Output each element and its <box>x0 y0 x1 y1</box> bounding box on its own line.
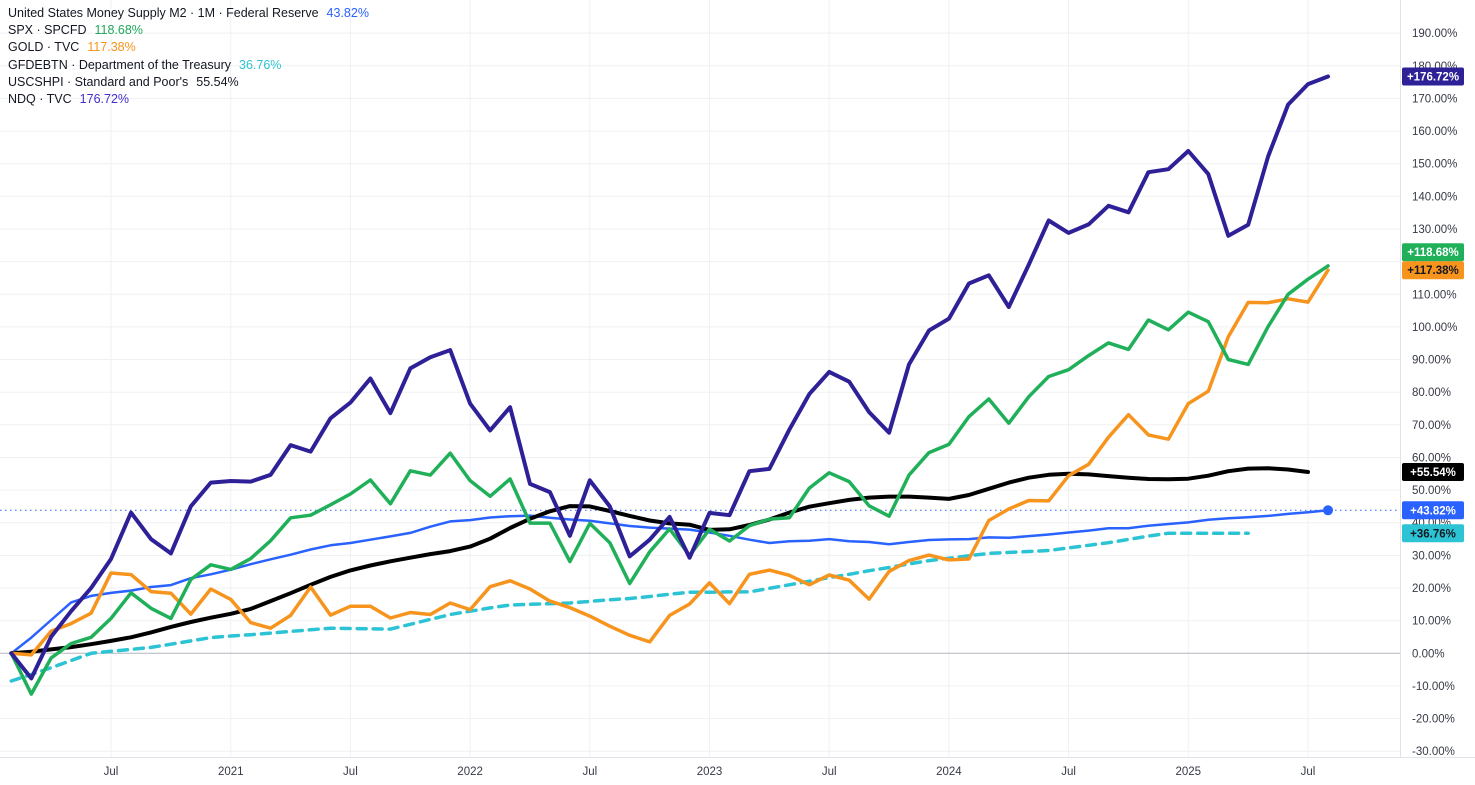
y-axis-label: -20.00% <box>1412 714 1455 726</box>
legend-symbol-label: USCSHPI · Standard and Poor's <box>8 74 189 89</box>
legend-symbol-label: GOLD · TVC <box>8 40 80 55</box>
y-axis-label: 100.00% <box>1412 322 1457 334</box>
series-line-gfdebtn[interactable] <box>9 531 1250 683</box>
price-badge-ndq[interactable] <box>1402 67 1464 86</box>
legend-change-value: 118.68% <box>94 23 143 38</box>
time-axis-label[interactable]: Jul <box>822 766 837 778</box>
price-badge-gfdebtn[interactable] <box>1402 524 1464 543</box>
price-badge-m2[interactable] <box>1402 501 1464 520</box>
legend-change-value: 43.82% <box>326 6 369 20</box>
time-axis-label[interactable]: 2022 <box>457 766 483 778</box>
legend-change-value: 117.38% <box>87 40 136 55</box>
legend-item-1[interactable]: SPX · SPCFD 118.68% <box>8 22 369 39</box>
y-axis-label: 110.00% <box>1412 289 1457 301</box>
series-line-spx[interactable] <box>9 264 1330 696</box>
time-axis-label[interactable]: 2025 <box>1176 766 1202 778</box>
y-axis-label: 90.00% <box>1412 355 1451 367</box>
time-axis-label[interactable]: Jul <box>104 766 119 778</box>
legend-symbol-label: GFDEBTN · Department of the Treasury <box>8 57 231 72</box>
y-axis-label: 60.00% <box>1412 453 1451 465</box>
time-axis-label[interactable]: Jul <box>1061 766 1076 778</box>
price-badge-label-m2: +43.82% <box>1410 505 1456 517</box>
legend-item-2[interactable]: GOLD · TVC 117.38% <box>8 39 369 56</box>
price-badge-label-spx: +118.68% <box>1407 247 1458 259</box>
y-axis-label: 190.00% <box>1412 28 1457 40</box>
y-axis-label: 10.00% <box>1412 616 1451 628</box>
price-badge-label-ndq: +176.72% <box>1407 72 1459 84</box>
y-axis-label: 0.00% <box>1412 648 1445 660</box>
legend-change-value: 176.72% <box>79 92 130 107</box>
price-badge-label-gfdebtn: +36.76% <box>1410 528 1456 540</box>
time-axis-label[interactable]: 2023 <box>697 766 723 778</box>
last-price-dot-m2 <box>1323 505 1333 516</box>
y-axis-label: 160.00% <box>1412 126 1457 138</box>
y-axis-label: 50.00% <box>1412 485 1451 497</box>
legend-change-value: 36.76% <box>239 57 282 72</box>
y-axis-label: 80.00% <box>1412 387 1451 399</box>
legend-item-3[interactable]: GFDEBTN · Department of the Treasury 36.7… <box>8 57 369 74</box>
y-axis-label: 130.00% <box>1412 224 1457 236</box>
time-axis-label[interactable]: 2021 <box>218 766 244 778</box>
y-axis-label: -30.00% <box>1412 746 1455 758</box>
y-axis-label: 150.00% <box>1412 159 1457 171</box>
legend: United States Money Supply M2 · 1M · Fed… <box>8 5 369 108</box>
series-line-ndq[interactable] <box>9 74 1330 681</box>
price-badge-spx[interactable] <box>1402 243 1464 262</box>
y-axis-label: 30.00% <box>1412 550 1451 562</box>
y-axis-label: 140.00% <box>1412 191 1457 203</box>
price-badge-label-uscshpi: +55.54% <box>1410 467 1456 479</box>
legend-change-value: 55.54% <box>196 74 239 89</box>
legend-item-4[interactable]: USCSHPI · Standard and Poor's 55.54% <box>8 74 369 91</box>
y-axis-label: 70.00% <box>1412 420 1451 432</box>
price-badge-gold[interactable] <box>1402 261 1464 280</box>
time-axis-label[interactable]: Jul <box>1301 766 1316 778</box>
legend-symbol-label: NDQ · TVC <box>8 92 72 107</box>
price-badge-uscshpi[interactable] <box>1402 463 1464 481</box>
legend-item-0[interactable]: United States Money Supply M2 · 1M · Fed… <box>8 5 369 22</box>
y-axis-label: -10.00% <box>1412 681 1455 693</box>
legend-item-5[interactable]: NDQ · TVC 176.72% <box>8 91 369 108</box>
time-axis-label[interactable]: 2024 <box>936 766 962 778</box>
y-axis-label: 170.00% <box>1412 93 1457 105</box>
time-axis-label[interactable]: Jul <box>582 766 597 778</box>
time-axis-label[interactable]: Jul <box>343 766 358 778</box>
series-line-gold[interactable] <box>9 268 1330 657</box>
y-axis-label: 20.00% <box>1412 583 1451 595</box>
series-line-uscshpi[interactable] <box>9 466 1310 656</box>
legend-symbol-label: United States Money Supply M2 · 1M · Fed… <box>8 6 319 20</box>
legend-symbol-label: SPX · SPCFD <box>8 23 87 38</box>
price-badge-label-gold: +117.38% <box>1407 265 1458 277</box>
